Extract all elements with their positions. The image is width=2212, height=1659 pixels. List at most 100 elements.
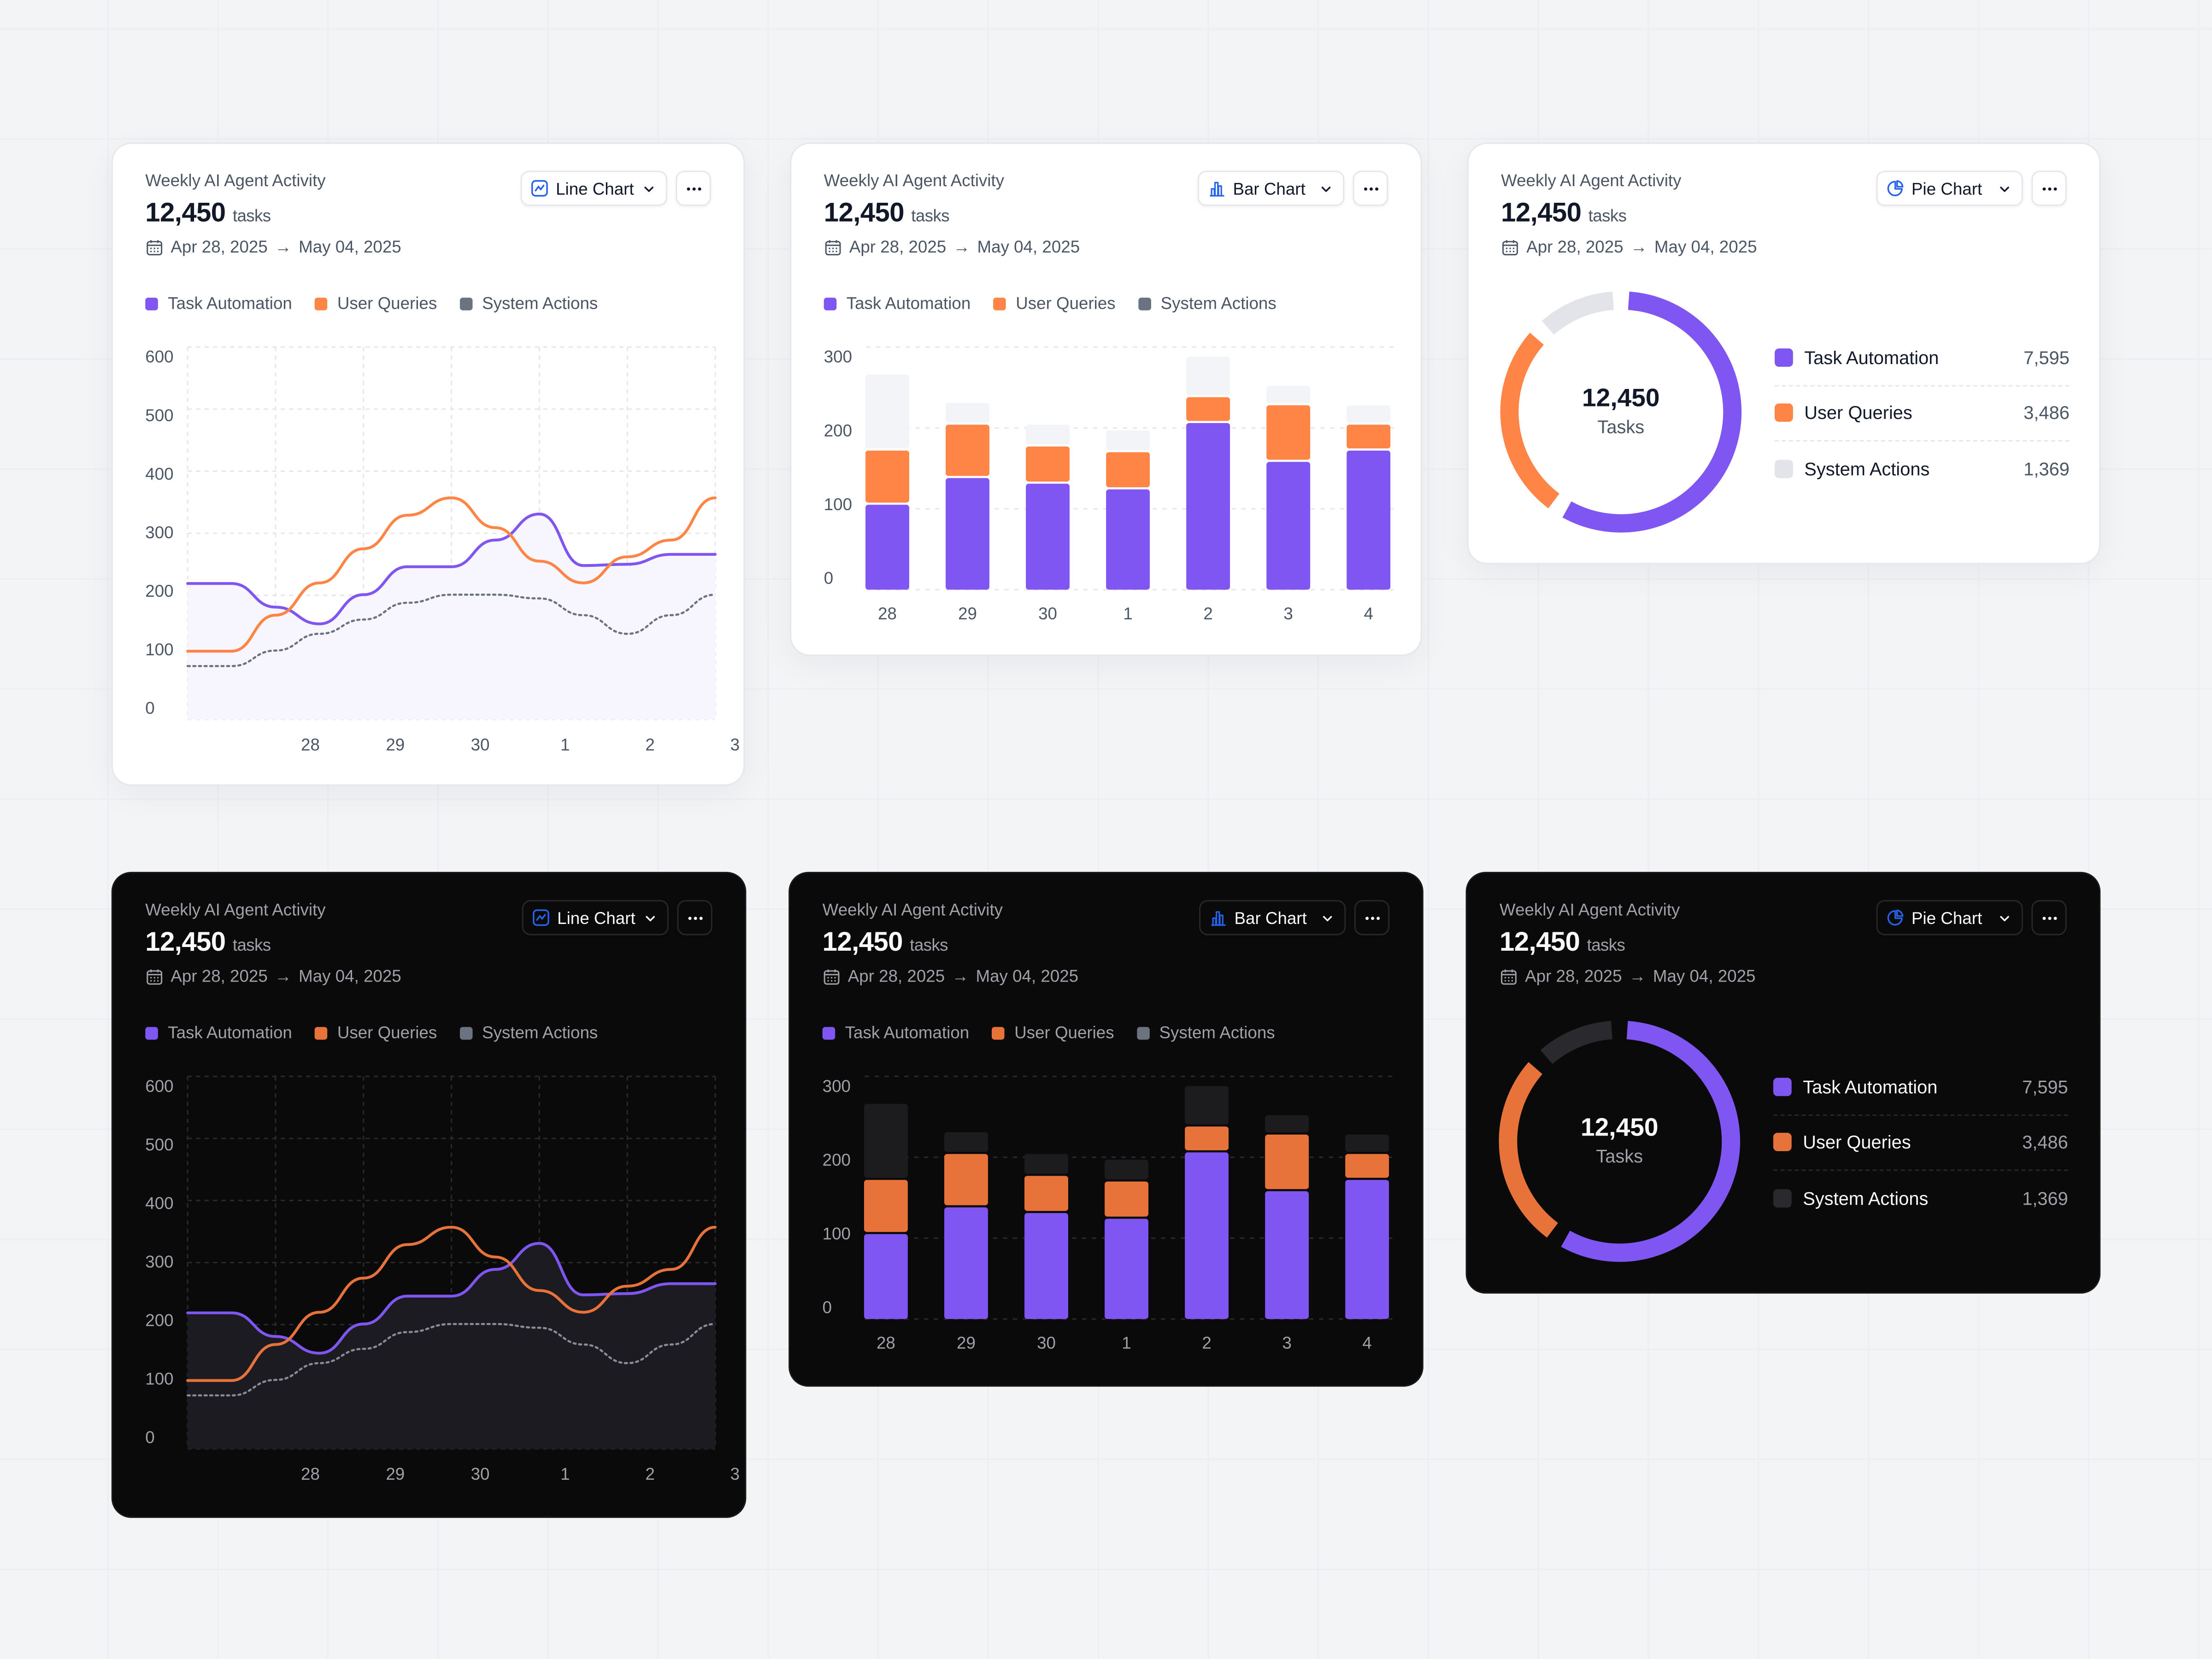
legend-divider xyxy=(1774,440,2070,442)
legend-label: System Actions xyxy=(1160,293,1277,313)
more-options-button[interactable] xyxy=(677,900,712,935)
x-tick-label: 30 xyxy=(1037,1334,1056,1353)
series-line-task-automation xyxy=(186,1241,717,1355)
x-tick-label: 28 xyxy=(878,604,897,623)
chart-type-dropdown[interactable]: Bar Chart xyxy=(1197,171,1345,206)
date-arrow: → xyxy=(952,966,969,986)
card-title: Weekly AI Agent Activity xyxy=(822,900,1003,920)
legend-value: 3,486 xyxy=(2024,401,2070,423)
more-options-button[interactable] xyxy=(1354,900,1390,935)
chart-type-dropdown[interactable]: Pie Chart xyxy=(1876,171,2023,206)
legend-item[interactable]: System Actions xyxy=(459,1023,598,1042)
date-range[interactable]: Apr 28, 2025 → May 04, 2025 xyxy=(145,237,401,257)
more-options-button[interactable] xyxy=(2031,900,2067,935)
legend-item[interactable]: System Actions xyxy=(1138,294,1277,313)
total-value: 12,450 xyxy=(1501,199,1582,229)
chart-type-dropdown[interactable]: Line Chart xyxy=(520,171,667,206)
y-tick-label: 200 xyxy=(145,582,173,600)
x-tick-label: 28 xyxy=(301,1465,320,1483)
donut-center-value: 12,450 xyxy=(1582,383,1660,412)
bar-segment-user-queries xyxy=(1185,1126,1229,1151)
series-line-system-actions xyxy=(186,594,717,667)
y-tick-label: 300 xyxy=(823,1077,851,1095)
y-tick-label: 0 xyxy=(145,699,154,718)
chart-type-dropdown[interactable]: Line Chart xyxy=(522,900,669,935)
pie-legend-row[interactable]: System Actions 1,369 xyxy=(1773,1185,2068,1210)
bar-segment-task-automation xyxy=(1266,462,1311,590)
bar-segment-user-queries xyxy=(1186,397,1230,421)
legend-label: Task Automation xyxy=(846,293,971,313)
pie-legend-row[interactable]: User Queries 3,486 xyxy=(1773,1129,2068,1154)
chart-legend: Task Automation User Queries System Action… xyxy=(145,294,598,313)
more-options-button[interactable] xyxy=(676,171,711,206)
x-tick-label: 4 xyxy=(1362,1334,1371,1353)
bar-segment-user-queries xyxy=(946,424,989,476)
pie-legend-row[interactable]: Task Automation 7,595 xyxy=(1774,344,2070,370)
bar-segment-user-queries xyxy=(1266,405,1311,460)
legend-item[interactable]: User Queries xyxy=(993,294,1116,313)
bar-segment-system-actions xyxy=(1186,357,1230,395)
date-arrow: → xyxy=(275,966,292,986)
y-tick-label: 0 xyxy=(823,1298,832,1317)
date-range[interactable]: Apr 28, 2025 → May 04, 2025 xyxy=(824,237,1080,257)
x-tick-label: 3 xyxy=(1283,604,1293,623)
x-tick-label: 3 xyxy=(1282,1334,1291,1353)
legend-divider xyxy=(1773,1114,2068,1116)
x-tick-label: 1 xyxy=(1122,1334,1131,1353)
legend-item[interactable]: User Queries xyxy=(992,1023,1114,1042)
y-tick-label: 600 xyxy=(145,1077,173,1095)
legend-item[interactable]: System Actions xyxy=(459,294,598,313)
x-tick-label: 3 xyxy=(730,735,740,754)
chart-type-label: Pie Chart xyxy=(1911,178,1983,199)
pie-legend-row[interactable]: User Queries 3,486 xyxy=(1774,399,2070,424)
more-options-button[interactable] xyxy=(2031,171,2067,206)
legend-swatch xyxy=(459,297,472,310)
legend-swatch xyxy=(1773,1132,1792,1151)
chart-type-dropdown[interactable]: Pie Chart xyxy=(1876,900,2023,935)
more-options-button[interactable] xyxy=(1353,171,1388,206)
more-horizontal-icon xyxy=(2041,916,2056,919)
x-tick-label: 30 xyxy=(471,1465,490,1483)
legend-item[interactable]: User Queries xyxy=(314,294,437,313)
legend-swatch xyxy=(824,297,837,310)
bar-segment-system-actions xyxy=(1266,386,1311,403)
card-pie-chart-dark: Weekly AI Agent Activity 12,450 tasks Apr 2… xyxy=(1465,871,2101,1294)
legend-item[interactable]: User Queries xyxy=(314,1023,437,1042)
card-line-chart-light: Weekly AI Agent Activity 12,450 tasks Apr 2… xyxy=(111,142,745,786)
date-range[interactable]: Apr 28, 2025 → May 04, 2025 xyxy=(1501,237,1757,257)
total-value: 12,450 xyxy=(822,928,903,958)
x-tick-label: 4 xyxy=(1364,604,1373,623)
date-end: May 04, 2025 xyxy=(977,237,1080,257)
bar-segment-task-automation xyxy=(1106,489,1150,590)
date-range[interactable]: Apr 28, 2025 → May 04, 2025 xyxy=(145,966,401,986)
date-range[interactable]: Apr 28, 2025 → May 04, 2025 xyxy=(823,966,1078,986)
bar-segment-system-actions xyxy=(865,374,909,449)
series-area-0 xyxy=(188,514,716,720)
legend-swatch xyxy=(1774,459,1793,478)
legend-item[interactable]: System Actions xyxy=(1136,1023,1275,1042)
bar-chart-icon xyxy=(1211,911,1226,926)
donut-slice-system-actions xyxy=(1541,291,1614,335)
legend-item[interactable]: Task Automation xyxy=(145,1023,292,1042)
chart-type-dropdown[interactable]: Bar Chart xyxy=(1199,900,1346,935)
y-tick-label: 600 xyxy=(145,347,173,366)
bar-segment-system-actions xyxy=(1106,430,1150,450)
legend-item[interactable]: Task Automation xyxy=(824,294,971,313)
date-arrow: → xyxy=(1629,966,1646,986)
x-tick-label: 2 xyxy=(1202,1334,1211,1353)
x-tick-label: 29 xyxy=(958,604,977,623)
pie-legend-row[interactable]: System Actions 1,369 xyxy=(1774,456,2070,481)
legend-item[interactable]: Task Automation xyxy=(145,294,292,313)
legend-label: User Queries xyxy=(1804,401,1912,423)
pie-legend-row[interactable]: Task Automation 7,595 xyxy=(1773,1074,2068,1099)
pie-chart-icon xyxy=(1887,909,1904,926)
donut-slice-task-automation xyxy=(1562,291,1742,533)
date-range[interactable]: Apr 28, 2025 → May 04, 2025 xyxy=(1500,966,1755,986)
y-tick-label: 0 xyxy=(824,569,833,588)
legend-label: System Actions xyxy=(1803,1187,1929,1208)
bar-segment-system-actions xyxy=(864,1104,908,1178)
legend-item[interactable]: Task Automation xyxy=(822,1023,969,1042)
legend-swatch xyxy=(822,1026,835,1039)
